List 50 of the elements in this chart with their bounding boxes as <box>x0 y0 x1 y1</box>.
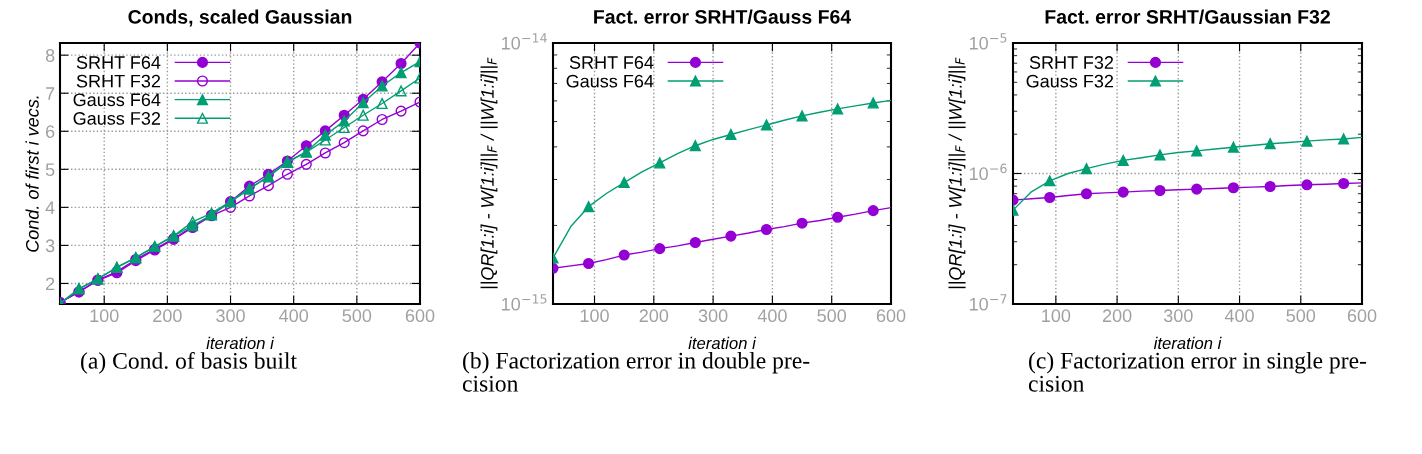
legend-label: SRHT F64 <box>569 56 654 69</box>
x-tick-label: 200 <box>639 309 669 323</box>
x-axis-title: iteration i <box>206 336 275 350</box>
x-tick-label: 400 <box>757 309 787 323</box>
y-tick-label: 7 <box>46 87 55 100</box>
y-tick-label: 8 <box>45 49 55 62</box>
x-tick-label: 100 <box>1042 309 1071 323</box>
x-tick-label: 400 <box>279 309 309 323</box>
legend-label: SRHT F32 <box>1029 56 1114 69</box>
y-tick-label: 10$^{−14}$ <box>502 33 547 50</box>
y-axis-title: ||QR[1:i] - W[1:i]||$_{F}$ / ||W[1:i]||$_{F}$ <box>480 57 498 289</box>
y-tick-label: 3 <box>45 239 55 253</box>
legend-label: Gauss F32 <box>73 112 161 125</box>
legend-label: SRHT F32 <box>76 74 161 88</box>
legend-label: Gauss F32 <box>1026 74 1114 88</box>
x-tick-label: 400 <box>1224 309 1254 323</box>
x-tick-label: 500 <box>817 309 847 323</box>
x-tick-label: 300 <box>216 309 245 323</box>
x-tick-label: 200 <box>1102 309 1132 323</box>
text: (a) Cond. of basis built <box>81 352 297 374</box>
y-tick-label: 10$^{−15}$ <box>502 294 547 311</box>
legend-label: SRHT F64 <box>76 56 161 69</box>
legend-label: Gauss F64 <box>73 93 161 107</box>
x-tick-label: 300 <box>1163 309 1193 323</box>
legend-label: Gauss F64 <box>566 74 654 88</box>
chart-title: Conds, scaled Gaussian <box>128 9 352 27</box>
x-tick-label: 500 <box>1286 309 1316 323</box>
x-tick-label: 500 <box>342 309 372 323</box>
text: (b) Factorization error in double pre- cision <box>462 352 810 392</box>
x-tick-label: 100 <box>90 309 119 323</box>
y-tick-label: 2 <box>46 277 55 290</box>
y-tick-label: 4 <box>45 201 55 214</box>
y-tick-label: 5 <box>45 163 55 177</box>
x-tick-label: 600 <box>1347 309 1377 323</box>
x-tick-label: 100 <box>580 309 609 323</box>
y-tick-label: 10$^{−5}$ <box>969 33 1007 50</box>
chart-title: Fact. error SRHT/Gauss F64 <box>594 9 852 24</box>
x-axis-title: iteration i <box>688 336 757 350</box>
y-tick-label: 10$^{−7}$ <box>969 294 1007 311</box>
y-tick-label: 10$^{−6}$ <box>969 163 1007 181</box>
y-axis-title: Cond. of first i vecs. <box>25 96 39 252</box>
chart-title: Fact. error SRHT/Gaussian F32 <box>1045 9 1330 24</box>
x-tick-label: 600 <box>876 309 906 323</box>
y-tick-label: 6 <box>46 125 55 138</box>
text: (c) Factorization error in single pre- cision <box>1028 352 1367 392</box>
y-axis-title: ||QR[1:i] - W[1:i]||$_{F}$ / ||W[1:i]||$_{F}$ <box>948 57 966 289</box>
x-tick-label: 300 <box>698 309 728 323</box>
x-axis-title: iteration i <box>1153 336 1222 350</box>
x-tick-label: 600 <box>405 309 435 323</box>
x-tick-label: 200 <box>153 309 182 323</box>
